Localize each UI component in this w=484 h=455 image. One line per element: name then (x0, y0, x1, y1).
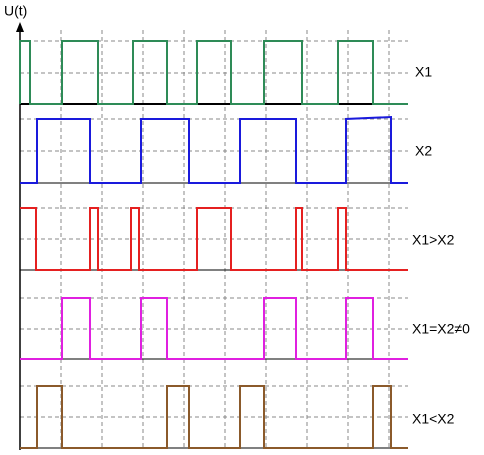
signal-label: X1=X2≠0 (412, 321, 470, 337)
axis-arrow (16, 22, 24, 32)
signal-label: X1 (415, 64, 432, 80)
axis-label: U(t) (4, 3, 27, 19)
wave-x1-gt-x2 (20, 207, 408, 271)
grid (20, 30, 408, 450)
wave-x1 (19, 40, 408, 105)
wave-x1-eq-x2 (20, 297, 408, 360)
wave-x1-lt-x2 (20, 385, 408, 449)
signal-label: X1<X2 (412, 411, 455, 427)
signal-label: X2 (415, 143, 432, 159)
signal-label: X1>X2 (412, 232, 455, 248)
baselines (20, 103, 408, 449)
wave-x2 (20, 115, 408, 184)
